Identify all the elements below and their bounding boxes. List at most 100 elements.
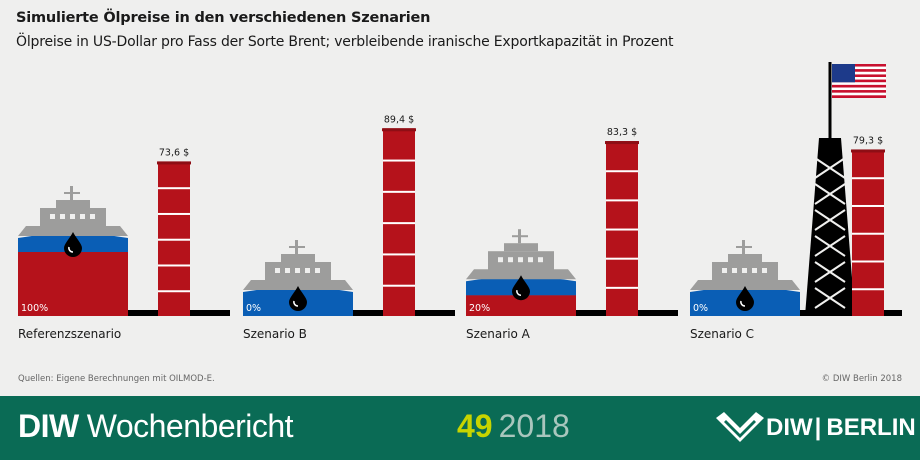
flag-stripe	[832, 87, 886, 91]
barrel-lid	[851, 149, 885, 153]
barrel-lid	[605, 141, 639, 145]
barrel-ring	[158, 290, 190, 293]
window	[752, 268, 757, 273]
window	[50, 214, 55, 219]
flag-stripe	[832, 66, 886, 70]
oil-drop-shine	[516, 290, 522, 296]
issue-info: 49 2018	[457, 408, 570, 445]
flag-stripe	[832, 90, 886, 93]
derrick-brace	[814, 183, 846, 205]
price-label: 89,4 $	[384, 114, 414, 125]
barrel-ring	[852, 204, 884, 207]
window	[305, 268, 310, 273]
derrick-brace	[814, 235, 846, 257]
capacity-label: 20%	[469, 303, 490, 314]
source-note: Quellen: Eigene Berechnungen mit OILMOD-…	[18, 374, 215, 384]
bridge-top	[56, 200, 90, 208]
window	[275, 268, 280, 273]
window	[90, 214, 95, 219]
window	[528, 257, 533, 263]
price-label: 83,3 $	[607, 127, 637, 138]
oil-drop-icon	[64, 232, 82, 257]
oil-tanker-icon: 100%	[18, 186, 128, 316]
oil-derrick-icon	[805, 62, 886, 316]
oil-barrel-icon: 79,3 $	[851, 135, 885, 316]
scenario-group: 100% 73,6 $ Referenzszenario	[18, 147, 230, 341]
flag-stripe	[832, 71, 886, 75]
window	[295, 268, 300, 273]
oil-barrel-icon: 83,3 $	[605, 127, 639, 316]
oil-drop-shine	[293, 300, 299, 307]
barrel-ring	[852, 232, 884, 235]
window	[70, 214, 75, 219]
barrel-ring	[852, 288, 884, 291]
window	[285, 268, 290, 273]
mast-bar	[736, 246, 752, 248]
category-label: Szenario A	[466, 327, 531, 341]
barrel-lid	[157, 161, 191, 165]
flag-stripe	[832, 79, 886, 83]
window	[498, 257, 503, 263]
barrel-ring	[158, 187, 190, 190]
mast-bar	[289, 246, 305, 248]
scenario-group: 20% 83,3 $ Szenario A	[466, 127, 678, 341]
oil-drop-icon	[736, 286, 754, 311]
us-flag-icon	[832, 64, 886, 98]
window	[518, 257, 523, 263]
derrick-brace	[814, 261, 846, 283]
flagpole	[828, 62, 832, 138]
category-label: Szenario B	[243, 327, 307, 341]
barrel-ring	[158, 238, 190, 241]
barrel-ring	[606, 199, 638, 202]
flag-stripe	[832, 74, 886, 78]
hull-capacity	[18, 252, 128, 316]
category-label: Referenzszenario	[18, 327, 121, 341]
flag-stripe	[832, 64, 886, 67]
copyright-note: © DIW Berlin 2018	[821, 374, 902, 384]
barrel-ring	[606, 257, 638, 260]
oil-drop-icon	[512, 275, 530, 301]
flag-stripe	[832, 82, 886, 85]
window	[762, 268, 767, 273]
oil-tanker-icon: 0%	[243, 240, 353, 316]
footer-bar: DIW Wochenbericht 49 2018 DIW| BERLIN	[0, 396, 920, 460]
oil-barrel-icon: 73,6 $	[157, 147, 191, 316]
barrel-ring	[606, 228, 638, 231]
diw-logo-icon	[716, 412, 764, 442]
barrel-ring	[606, 286, 638, 289]
barrel-ring	[852, 177, 884, 180]
window	[315, 268, 320, 273]
oil-drop-shine	[68, 246, 74, 253]
oil-barrel-icon: 89,4 $	[382, 114, 416, 316]
barrel-lid	[382, 128, 416, 132]
flag-stripe	[832, 92, 886, 96]
oil-tanker-icon: 0%	[690, 240, 800, 316]
scenario-group: 0% 79,3 $ Szenario C	[690, 62, 902, 341]
derrick-brace	[814, 209, 846, 231]
barrel-ring	[383, 253, 415, 256]
barrel-ring	[383, 222, 415, 225]
flag-stripe	[832, 84, 886, 88]
logo-text: DIW| BERLIN	[766, 414, 916, 441]
flag-stripe	[832, 95, 886, 98]
capacity-label: 0%	[246, 303, 261, 314]
window	[722, 268, 727, 273]
hull-body	[466, 295, 576, 316]
barrel-ring	[852, 260, 884, 263]
oil-drop-icon	[289, 286, 307, 311]
derrick-body	[805, 138, 855, 316]
bridge-top	[728, 254, 762, 262]
flag-stripe	[832, 77, 886, 80]
barrel-ring	[158, 264, 190, 267]
barrel-ring	[606, 170, 638, 173]
window	[60, 214, 65, 219]
oil-drop-shine	[740, 300, 746, 307]
chart-subtitle: Ölpreise in US-Dollar pro Fass der Sorte…	[16, 34, 674, 50]
chart-title: Simulierte Ölpreise in den verschiedenen…	[16, 10, 431, 26]
bridge-top	[281, 254, 315, 262]
brand-rest: Wochenbericht	[86, 408, 294, 444]
window	[80, 214, 85, 219]
logo-right: BERLIN	[826, 414, 916, 441]
barrel-ring	[383, 159, 415, 162]
window	[742, 268, 747, 273]
